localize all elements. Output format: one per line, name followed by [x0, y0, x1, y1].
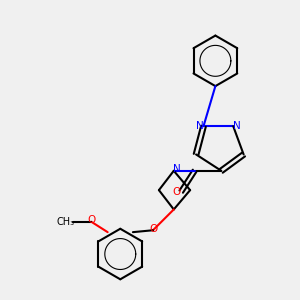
Text: N: N — [196, 121, 204, 131]
Text: N: N — [173, 164, 181, 174]
Text: O: O — [172, 187, 181, 196]
Text: N: N — [233, 121, 241, 131]
Text: O: O — [87, 215, 95, 225]
Text: O: O — [149, 224, 158, 234]
Text: CH₃: CH₃ — [57, 217, 75, 227]
